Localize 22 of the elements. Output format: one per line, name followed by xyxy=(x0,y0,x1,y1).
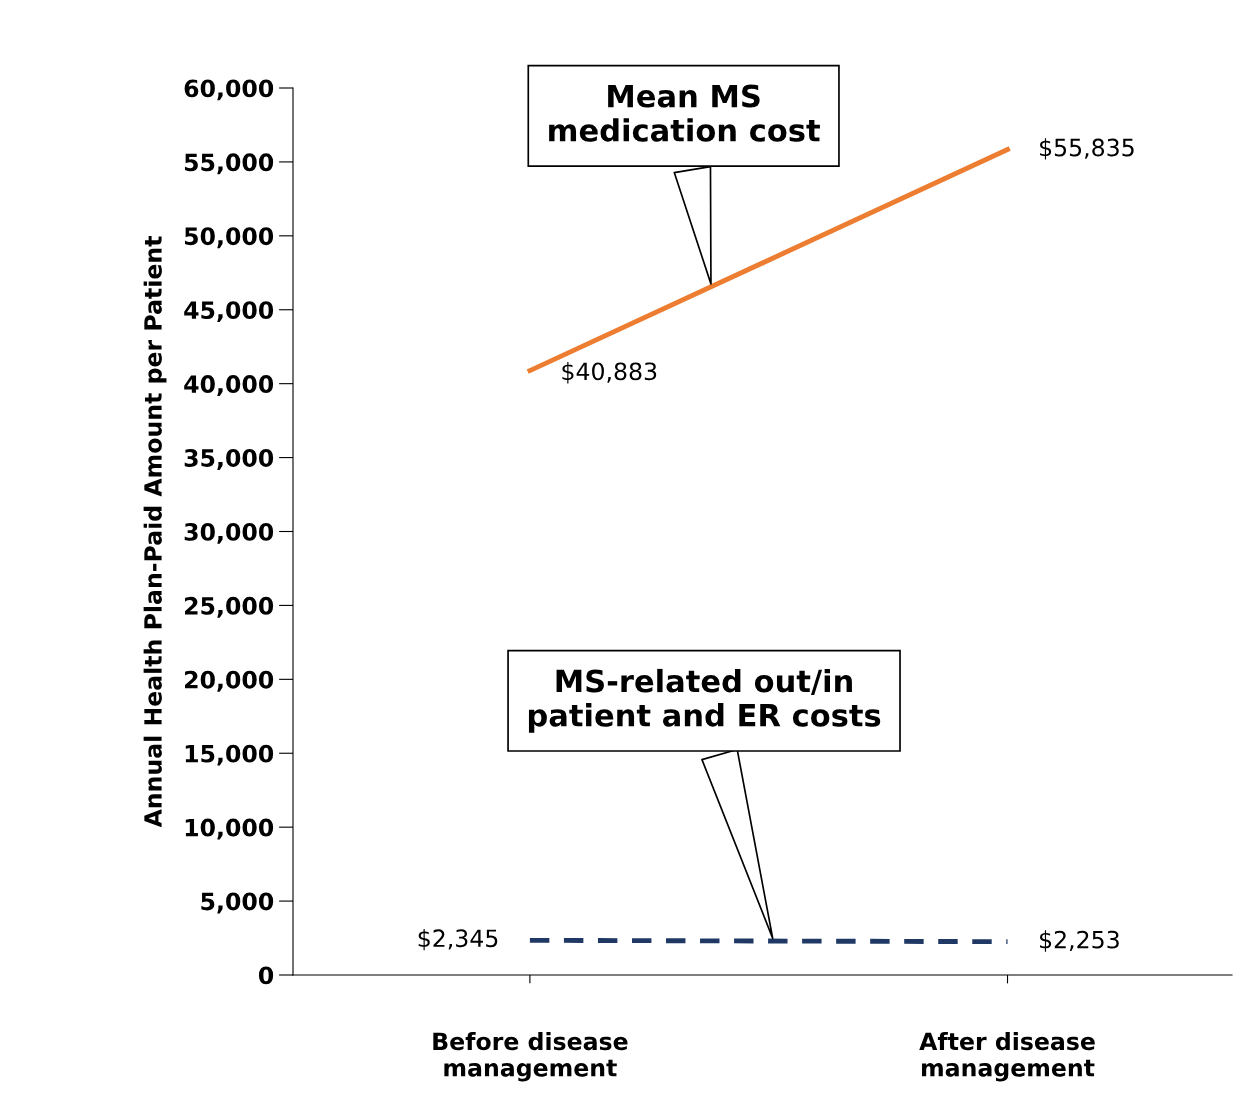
data-label: $2,253 xyxy=(1040,930,1119,952)
text: Mean MS medication cost xyxy=(549,84,820,142)
y-tick-label: 35,000 xyxy=(184,449,274,470)
y-tick-label: 30,000 xyxy=(184,522,274,544)
y-tick-label: 40,000 xyxy=(184,375,274,396)
y-tick-label: 20,000 xyxy=(185,670,274,692)
y-tick-label: 50,000 xyxy=(184,227,274,249)
y-tick-label: 60,000 xyxy=(184,79,274,101)
y-tick-label: 55,000 xyxy=(184,153,274,175)
y-tick-label: 5,000 xyxy=(201,892,274,914)
data-label: $2,345 xyxy=(418,928,498,951)
y-tick-label: 0 xyxy=(258,966,274,985)
y-tick-label: 10,000 xyxy=(185,818,274,840)
y-tick-label: 25,000 xyxy=(185,596,274,618)
y-tick-label: 15,000 xyxy=(185,744,274,766)
y-axis-title: Annual Health Plan-Paid Amount per Patient xyxy=(143,236,167,828)
data-label: $40,883 xyxy=(562,361,657,384)
x-tick-label: Before disease management xyxy=(433,1031,628,1082)
data-label: $55,835 xyxy=(1040,138,1134,160)
x-tick-label: After disease management xyxy=(919,1031,1095,1082)
text: MS-related out/in patient and ER costs xyxy=(528,668,881,733)
y-tick-label: 45,000 xyxy=(184,301,274,323)
